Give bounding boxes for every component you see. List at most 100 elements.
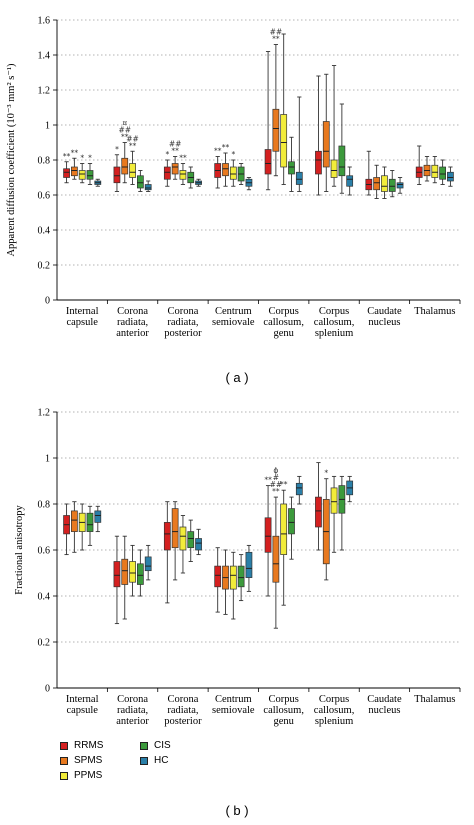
- significance-marker: **: [222, 143, 230, 152]
- significance-marker: ##: [126, 134, 139, 143]
- x-tick-label-internal-capsule: capsule: [66, 705, 98, 716]
- box-hc-thalamus: [447, 171, 454, 182]
- x-tick-label-corpus-callosum-splenium: callosum,: [314, 317, 355, 328]
- x-tick-label-internal-capsule: Internal: [66, 306, 99, 317]
- significance-marker: **: [179, 154, 187, 163]
- box-hc-corona-radiata-posterior: [195, 538, 202, 551]
- legend-item-ppms: PPMS: [60, 770, 102, 781]
- box-hc-corpus-callosum-genu: [295, 482, 303, 496]
- box-hc-corona-radiata-anterior: [144, 556, 152, 572]
- x-tick-label-corpus-callosum-genu: callosum,: [263, 317, 304, 328]
- significance-marker: **: [214, 147, 222, 156]
- chart-adc: 0 0.2 0.4 0.6 0.8 1 1.2 1.4 1.6 Apparent diffusio…: [6, 16, 461, 339]
- x-tick-label-corona-radiata-posterior: Corona: [167, 306, 198, 317]
- legend: RRMS SPMS PPMS CIS HC: [60, 740, 200, 784]
- box-cis-corpus-callosum-genu: [288, 508, 295, 535]
- box-ppms-corona-radiata-anterior: [129, 163, 136, 178]
- box-ppms-corona-radiata-posterior: [179, 526, 187, 551]
- box-rrms-corona-radiata-posterior: [163, 522, 171, 551]
- y-tick-label: 0.2: [38, 638, 51, 649]
- panel-label-b: ( b ): [225, 803, 249, 818]
- x-tick-label-centrum-semiovale: Centrum: [215, 694, 252, 705]
- x-tick-label-corona-radiata-anterior: radiata,: [117, 317, 148, 328]
- x-tick-label-corpus-callosum-genu: Corpus: [269, 694, 299, 705]
- x-tick-label-corpus-callosum-splenium: splenium: [315, 328, 354, 339]
- significance-marker: **: [264, 476, 272, 485]
- box-rrms-corona-radiata-anterior: [113, 561, 121, 588]
- x-tick-label-corpus-callosum-genu: genu: [273, 328, 294, 339]
- box-hc-caudate-nucleus: [396, 182, 404, 189]
- x-tick-label-caudate-nucleus: nucleus: [368, 705, 400, 716]
- box-cis-internal-capsule: [86, 170, 94, 180]
- box-ppms-caudate-nucleus: [381, 175, 388, 192]
- box-ppms-centrum-semiovale: [229, 565, 237, 590]
- significance-marker: **: [129, 141, 137, 150]
- box-rrms-centrum-semiovale: [214, 565, 222, 588]
- y-tick-label: 0.8: [38, 500, 51, 511]
- significance-marker: **: [171, 147, 179, 156]
- significance-marker: **: [280, 480, 288, 489]
- x-tick-label-internal-capsule: capsule: [66, 317, 98, 328]
- legend-label-spms: SPMS: [74, 755, 103, 766]
- box-spms-corona-radiata-anterior: [121, 157, 129, 175]
- box-cis-thalamus: [439, 166, 446, 180]
- box-ppms-thalamus: [431, 164, 439, 178]
- significance-marker: **: [272, 487, 280, 496]
- significance-marker: ##: [270, 480, 283, 489]
- box-hc-corpus-callosum-genu: [295, 171, 303, 185]
- legend-label-rrms: RRMS: [74, 740, 104, 751]
- x-tick-label-centrum-semiovale: semiovale: [212, 705, 255, 716]
- significance-marker: *: [88, 154, 92, 163]
- x-tick-label-centrum-semiovale: Centrum: [215, 306, 252, 317]
- x-tick-label-corpus-callosum-splenium: Corpus: [319, 306, 349, 317]
- box-ppms-corpus-callosum-splenium: [330, 159, 338, 178]
- box-ppms-corona-radiata-anterior: [129, 561, 136, 583]
- legend-swatch-cis: [140, 741, 148, 750]
- box-rrms-corpus-callosum-genu: [264, 149, 272, 175]
- box-cis-caudate-nucleus: [388, 178, 396, 192]
- x-tick-label-thalamus: Thalamus: [414, 694, 455, 705]
- significance-marker: ¤: [122, 119, 127, 128]
- box-ppms-internal-capsule: [78, 170, 86, 180]
- significance-marker: *: [165, 150, 169, 159]
- box-rrms-corpus-callosum-genu: [264, 517, 272, 553]
- legend-swatch-rrms: [60, 741, 68, 750]
- x-tick-label-corona-radiata-anterior: anterior: [116, 328, 149, 339]
- legend-label-cis: CIS: [154, 740, 171, 751]
- y-tick-label: 0.4: [38, 226, 51, 237]
- box-rrms-corpus-callosum-splenium: [315, 496, 322, 528]
- box-cis-corpus-callosum-genu: [288, 161, 295, 175]
- box-cis-internal-capsule: [86, 512, 94, 532]
- significance-marker: *: [324, 469, 328, 478]
- x-tick-label-thalamus: Thalamus: [414, 306, 455, 317]
- significance-marker: *: [115, 145, 119, 154]
- x-tick-label-corona-radiata-anterior: radiata,: [117, 705, 148, 716]
- x-tick-label-corona-radiata-posterior: posterior: [164, 716, 202, 727]
- significance-marker: *: [80, 154, 84, 163]
- significance-marker: ##: [169, 140, 182, 149]
- box-hc-internal-capsule: [94, 510, 102, 523]
- box-rrms-corona-radiata-posterior: [163, 166, 171, 180]
- box-cis-centrum-semiovale: [237, 565, 245, 588]
- significance-marker: **: [63, 152, 71, 161]
- y-tick-label: 0.4: [38, 592, 51, 603]
- y-axis-title: Apparent diffusion coefficient (10⁻³ mm²…: [6, 63, 17, 257]
- box-rrms-corpus-callosum-splenium: [315, 150, 322, 175]
- x-tick-label-centrum-semiovale: semiovale: [212, 317, 255, 328]
- legend-item-cis: CIS: [140, 740, 171, 751]
- box-ppms-corona-radiata-posterior: [179, 170, 187, 180]
- box-spms-corona-radiata-anterior: [121, 558, 129, 585]
- legend-item-rrms: RRMS: [60, 740, 103, 751]
- box-spms-internal-capsule: [71, 166, 78, 177]
- x-tick-label-corona-radiata-posterior: posterior: [164, 328, 202, 339]
- y-tick-label: 1.6: [38, 16, 51, 27]
- legend-label-ppms: PPMS: [74, 770, 103, 781]
- box-spms-corpus-callosum-splenium: [322, 121, 330, 168]
- x-tick-label-corona-radiata-anterior: anterior: [116, 716, 149, 727]
- x-tick-label-corpus-callosum-splenium: callosum,: [314, 705, 355, 716]
- legend-swatch-ppms: [60, 771, 68, 780]
- significance-marker: **: [272, 35, 280, 44]
- box-cis-corona-radiata-posterior: [187, 531, 195, 549]
- box-spms-caudate-nucleus: [373, 177, 381, 191]
- box-hc-corpus-callosum-splenium: [346, 175, 354, 187]
